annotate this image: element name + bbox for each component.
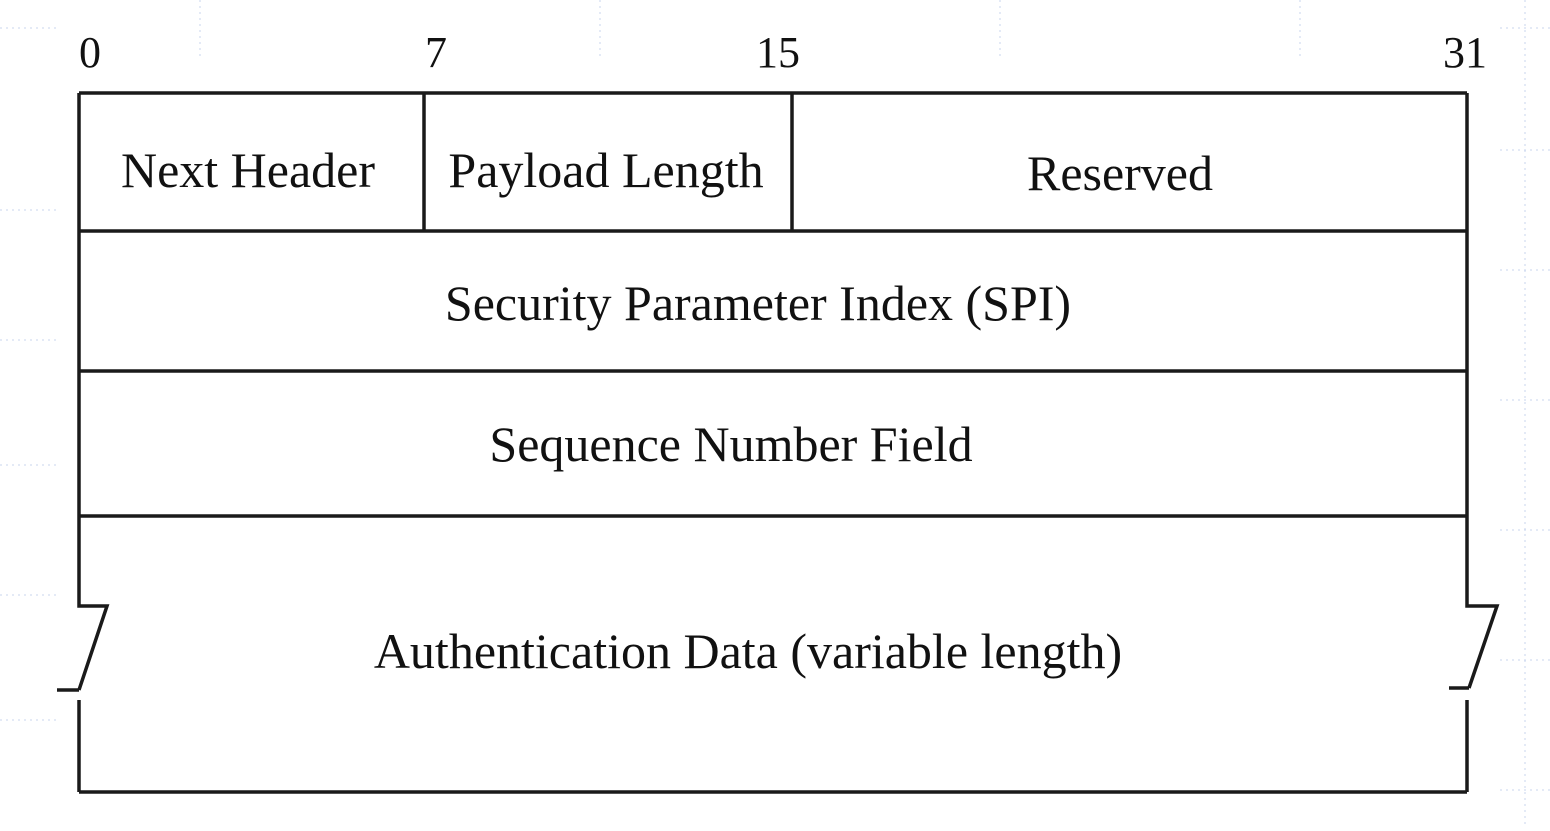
field-sequence-number: Sequence Number Field — [489, 416, 972, 472]
field-reserved: Reserved — [1027, 145, 1213, 201]
bit-label-0: 0 — [79, 28, 101, 77]
packet-frame — [57, 91, 1500, 794]
bit-label-31: 31 — [1443, 28, 1487, 77]
field-authentication-data: Authentication Data (variable length) — [374, 623, 1122, 679]
bit-label-15: 15 — [756, 28, 800, 77]
field-spi: Security Parameter Index (SPI) — [445, 275, 1071, 331]
bit-label-7: 7 — [425, 28, 447, 77]
frame-left-border-upper — [77, 93, 110, 691]
field-payload-length: Payload Length — [448, 142, 763, 198]
frame-right-border-upper — [1465, 93, 1500, 689]
field-next-header: Next Header — [121, 142, 375, 198]
